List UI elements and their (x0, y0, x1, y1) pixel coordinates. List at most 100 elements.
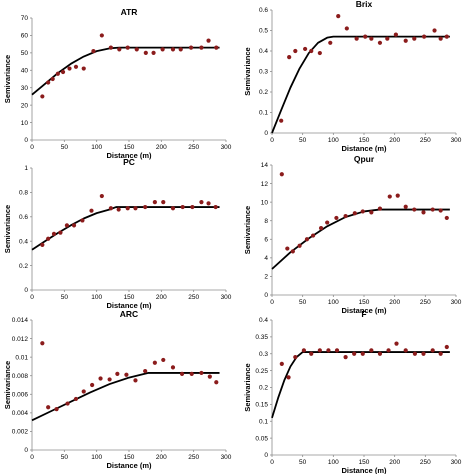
x-axis-title: Distance (m) (341, 306, 387, 315)
data-point (325, 220, 330, 225)
x-tick-label: 200 (389, 459, 400, 466)
data-point (318, 226, 324, 231)
data-point (152, 200, 157, 205)
x-tick-label: 0 (270, 459, 274, 466)
data-point (214, 380, 219, 385)
data-point (422, 34, 427, 39)
x-tick-label: 300 (451, 459, 462, 466)
chart-panel-f: 0 50 100 150 200 250 300 0 0.05 0.1 0.15 0.2 0.25 0.3… (243, 309, 462, 474)
data-point (412, 36, 417, 41)
data-point (317, 348, 322, 353)
x-tick-label: 50 (299, 299, 307, 306)
data-point (438, 36, 443, 41)
data-point (115, 371, 120, 376)
x-tick-label: 50 (299, 137, 307, 144)
data-point (108, 45, 113, 50)
data-point (412, 207, 417, 212)
y-tick-label: 70 (21, 15, 29, 22)
data-point (394, 341, 399, 346)
x-tick-label: 150 (359, 299, 370, 306)
data-point (328, 40, 333, 45)
data-point (430, 348, 435, 353)
chart-panel-brix: 0 50 100 150 200 250 300 0 0.1 0.2 0.3 0.4 0.5 0.6 Bri… (243, 0, 462, 153)
data-point (438, 208, 443, 213)
y-axis-title: Semivariance (3, 205, 12, 253)
y-tick-label: 0.6 (19, 214, 28, 221)
data-point (152, 360, 157, 365)
data-point (46, 80, 51, 85)
x-tick-label: 50 (61, 294, 69, 301)
chart-title: ARC (120, 309, 138, 319)
y-tick-label: 10 (21, 120, 29, 127)
y-tick-label: 0.2 (259, 385, 268, 392)
y-tick-label: 0 (264, 292, 268, 299)
data-point (73, 64, 79, 69)
data-point (213, 204, 218, 210)
data-point (107, 377, 112, 382)
data-point (160, 47, 165, 52)
y-tick-label: 0.1 (259, 418, 268, 425)
data-point (188, 45, 194, 50)
x-tick-label: 200 (156, 144, 167, 151)
data-point (51, 231, 57, 236)
data-point (279, 118, 284, 123)
data-point (64, 223, 70, 228)
y-axis-title: Semivariance (3, 361, 12, 409)
chart-title: ATR (121, 7, 138, 17)
y-tick-label: 0.8 (19, 190, 28, 197)
data-point (286, 375, 291, 380)
data-point (279, 361, 284, 366)
x-tick-label: 150 (124, 144, 135, 151)
data-point (344, 26, 349, 31)
y-tick-label: 0 (264, 452, 268, 459)
data-point (334, 348, 340, 353)
data-point (290, 249, 295, 254)
data-point (360, 351, 365, 356)
y-tick-label: 10 (261, 199, 269, 206)
data-point (293, 355, 298, 360)
data-point (279, 172, 284, 177)
data-point (369, 210, 374, 215)
data-point (40, 341, 45, 346)
x-tick-label: 100 (91, 294, 102, 301)
x-tick-label: 200 (156, 294, 167, 301)
data-point (293, 48, 298, 54)
data-point (90, 382, 95, 388)
y-tick-label: 12 (261, 181, 269, 188)
x-axis-title: Distance (m) (106, 151, 152, 160)
x-tick-label: 0 (270, 299, 274, 306)
data-point (395, 193, 400, 198)
data-point (444, 215, 449, 221)
x-tick-label: 250 (188, 144, 199, 151)
x-tick-label: 50 (299, 459, 307, 466)
data-point (363, 34, 368, 39)
y-tick-label: 0.002 (12, 429, 29, 436)
x-tick-label: 200 (389, 137, 400, 144)
y-tick-label: 0.014 (12, 317, 29, 324)
data-point (65, 401, 70, 406)
y-tick-label: 0.15 (255, 402, 268, 409)
x-tick-label: 300 (451, 299, 462, 306)
data-point (377, 206, 383, 211)
data-point (54, 407, 59, 412)
data-point (310, 233, 316, 238)
data-point (317, 50, 322, 56)
x-tick-label: 150 (359, 459, 370, 466)
data-point (189, 371, 194, 376)
data-point (170, 206, 176, 211)
y-tick-label: 0.2 (19, 263, 28, 270)
data-point (133, 206, 138, 211)
y-tick-label: 0.006 (12, 391, 29, 398)
x-tick-label: 250 (420, 299, 431, 306)
model-curve (271, 35, 450, 134)
data-point (393, 32, 398, 37)
data-point (125, 45, 130, 50)
data-point (99, 33, 104, 38)
x-axis-title: Distance (m) (341, 144, 387, 153)
data-point (301, 348, 306, 353)
data-point (180, 204, 185, 210)
data-point (125, 206, 130, 211)
y-tick-label: 14 (261, 162, 269, 169)
chart-panel-atr: 0 50 100 150 200 250 300 0 10 20 30 40 50 60 70 ATR Dist… (3, 7, 232, 160)
